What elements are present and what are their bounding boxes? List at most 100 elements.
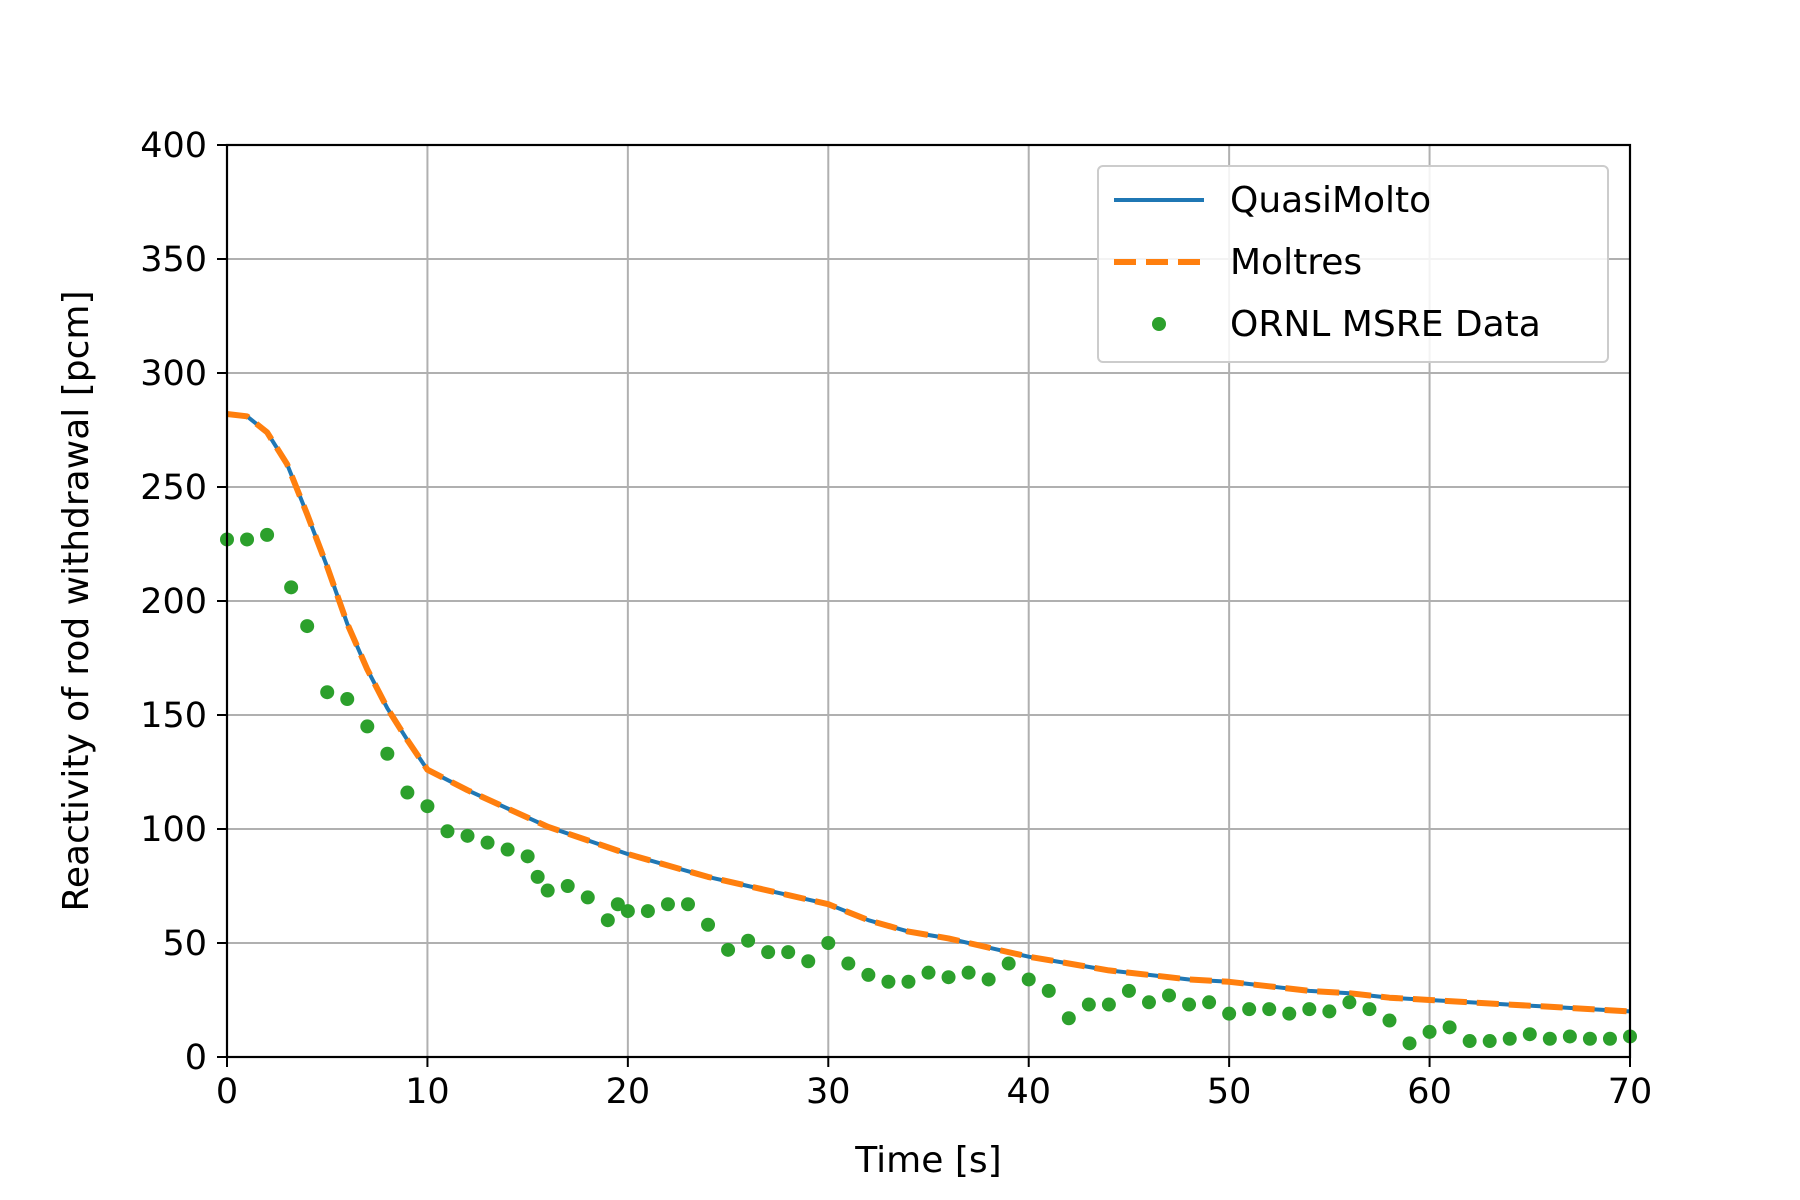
data-point (941, 970, 956, 985)
data-point (1081, 997, 1096, 1012)
data-point (380, 746, 395, 761)
data-point (540, 883, 555, 898)
data-point (1602, 1031, 1617, 1046)
data-point (1442, 1020, 1457, 1035)
data-point (1482, 1034, 1497, 1049)
data-point (1342, 995, 1357, 1010)
legend-swatch (1152, 317, 1166, 331)
data-point (861, 967, 876, 982)
data-point (660, 897, 675, 912)
data-point (600, 913, 615, 928)
data-point (801, 954, 816, 969)
data-point (921, 965, 936, 980)
data-point (1502, 1031, 1517, 1046)
data-point (1302, 1002, 1317, 1017)
data-point (1222, 1006, 1237, 1021)
y-tick-label: 350 (140, 240, 207, 280)
data-point (1242, 1002, 1257, 1017)
data-point (1041, 983, 1056, 998)
legend: QuasiMolto Moltres ORNL MSRE Data (1097, 165, 1609, 363)
legend-box (1097, 165, 1609, 363)
data-point (901, 974, 916, 989)
data-point (300, 619, 315, 634)
data-point (701, 917, 716, 932)
data-point (721, 942, 736, 957)
data-point (680, 897, 695, 912)
data-point (580, 890, 595, 905)
y-tick-label: 100 (140, 810, 207, 850)
data-point (741, 933, 756, 948)
data-point (240, 532, 255, 547)
data-point (1001, 956, 1016, 971)
data-point (500, 842, 515, 857)
x-tick-label: 40 (1006, 1072, 1051, 1112)
x-tick-label: 10 (405, 1072, 450, 1112)
y-tick-label: 200 (140, 582, 207, 622)
data-point (761, 945, 776, 960)
y-tick-label: 150 (140, 696, 207, 736)
data-point (1021, 972, 1036, 987)
data-point (640, 904, 655, 919)
data-point (1362, 1002, 1377, 1017)
data-point (1282, 1006, 1297, 1021)
y-axis-label: Reactivity of rod withdrawal [pcm] (56, 291, 97, 912)
series-line-moltres (226, 411, 1631, 1015)
data-point (1322, 1004, 1337, 1019)
data-point (1121, 983, 1136, 998)
data-point (420, 799, 435, 814)
data-point (1522, 1027, 1537, 1042)
data-point (1262, 1002, 1277, 1017)
data-point (1101, 997, 1116, 1012)
ticks: 0 10 20 30 40 50 60 70 0 50 100 150 200 250 300 350 400 (140, 126, 1652, 1112)
data-point (340, 692, 355, 707)
data-point (1462, 1034, 1477, 1049)
x-tick-label: 50 (1207, 1072, 1252, 1112)
data-point (360, 719, 375, 734)
data-point (1542, 1031, 1557, 1046)
y-tick-label: 400 (140, 126, 207, 166)
data-point (1061, 1011, 1076, 1026)
data-point (1582, 1031, 1597, 1046)
data-point (530, 869, 545, 884)
x-axis-label: Time [s] (854, 1140, 1001, 1181)
y-tick-label: 300 (140, 354, 207, 394)
legend-label: QuasiMolto (1230, 180, 1431, 221)
data-point (284, 580, 299, 595)
x-tick-label: 30 (806, 1072, 851, 1112)
x-tick-label: 70 (1608, 1072, 1653, 1112)
data-point (560, 879, 575, 893)
data-point (1422, 1024, 1437, 1039)
plot-area (220, 411, 1637, 1051)
x-tick-label: 60 (1407, 1072, 1452, 1112)
x-tick-label: 0 (216, 1072, 238, 1112)
data-point (320, 685, 335, 700)
data-point (1402, 1036, 1417, 1051)
data-point (260, 527, 275, 542)
data-point (1141, 995, 1156, 1010)
data-point (1162, 988, 1177, 1003)
data-point (781, 945, 796, 960)
data-point (460, 828, 475, 843)
x-tick-label: 20 (606, 1072, 651, 1112)
y-tick-label: 0 (185, 1038, 207, 1078)
legend-label: Moltres (1230, 242, 1362, 283)
y-tick-label: 50 (162, 924, 207, 964)
data-point (961, 965, 976, 980)
data-point (1182, 997, 1197, 1012)
data-point (610, 897, 625, 912)
legend-label: ORNL MSRE Data (1230, 304, 1541, 345)
data-point (520, 849, 535, 864)
data-point (440, 824, 455, 839)
y-tick-label: 250 (140, 468, 207, 508)
data-point (821, 936, 836, 950)
data-point (1562, 1029, 1577, 1044)
data-point (620, 904, 635, 919)
data-point (1202, 995, 1217, 1010)
data-point (841, 956, 856, 971)
data-point (480, 835, 495, 850)
data-point (400, 785, 415, 800)
data-point (1382, 1013, 1397, 1028)
data-point (881, 974, 896, 989)
data-point (981, 972, 996, 987)
